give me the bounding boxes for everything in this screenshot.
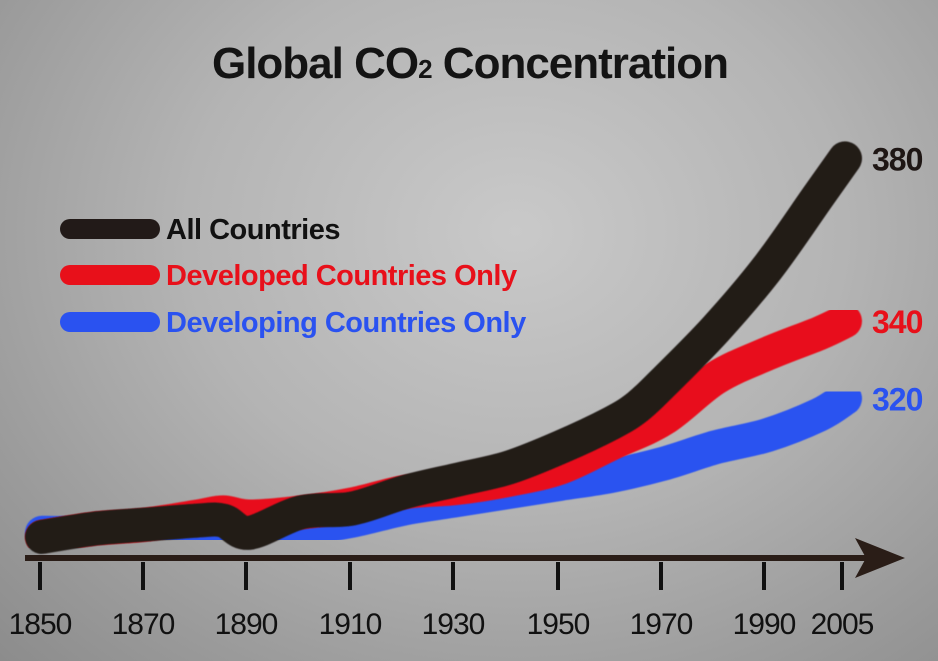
x-tick-label-1930: 1930	[422, 608, 485, 641]
legend: All Countries Developed Countries Only Dev…	[60, 214, 527, 339]
x-tick-label-1970: 1970	[630, 608, 693, 641]
series-layer	[25, 141, 862, 554]
series-line-all-countries	[25, 141, 862, 554]
x-tick-label-1890: 1890	[215, 608, 278, 641]
end-label-layer: 380 340 320	[872, 141, 924, 417]
chart-title: Global CO2 Concentration	[212, 39, 728, 88]
tick-layer: 1850 1870 1890 1910 1930 1950 1970 1990 2005	[9, 562, 875, 641]
x-tick-label-1950: 1950	[527, 608, 590, 641]
end-label-developed-countries: 340	[872, 304, 923, 340]
x-tick-label-1870: 1870	[112, 608, 175, 641]
legend-label-developing-countries: Developing Countries Only	[166, 307, 526, 339]
legend-label-developed-countries: Developed Countries Only	[166, 260, 517, 292]
x-tick-label-1910: 1910	[319, 608, 382, 641]
x-tick-label-1990: 1990	[733, 608, 796, 641]
x-axis-arrow-icon	[855, 538, 905, 578]
legend-label-all-countries: All Countries	[166, 214, 340, 246]
chart-title-suffix: Concentration	[432, 39, 728, 88]
end-label-developing-countries: 320	[872, 381, 923, 417]
end-label-all-countries: 380	[872, 141, 923, 177]
chart-title-subscript: 2	[418, 54, 432, 84]
x-tick-label-2005: 2005	[811, 608, 874, 641]
x-tick-label-1850: 1850	[9, 608, 72, 641]
